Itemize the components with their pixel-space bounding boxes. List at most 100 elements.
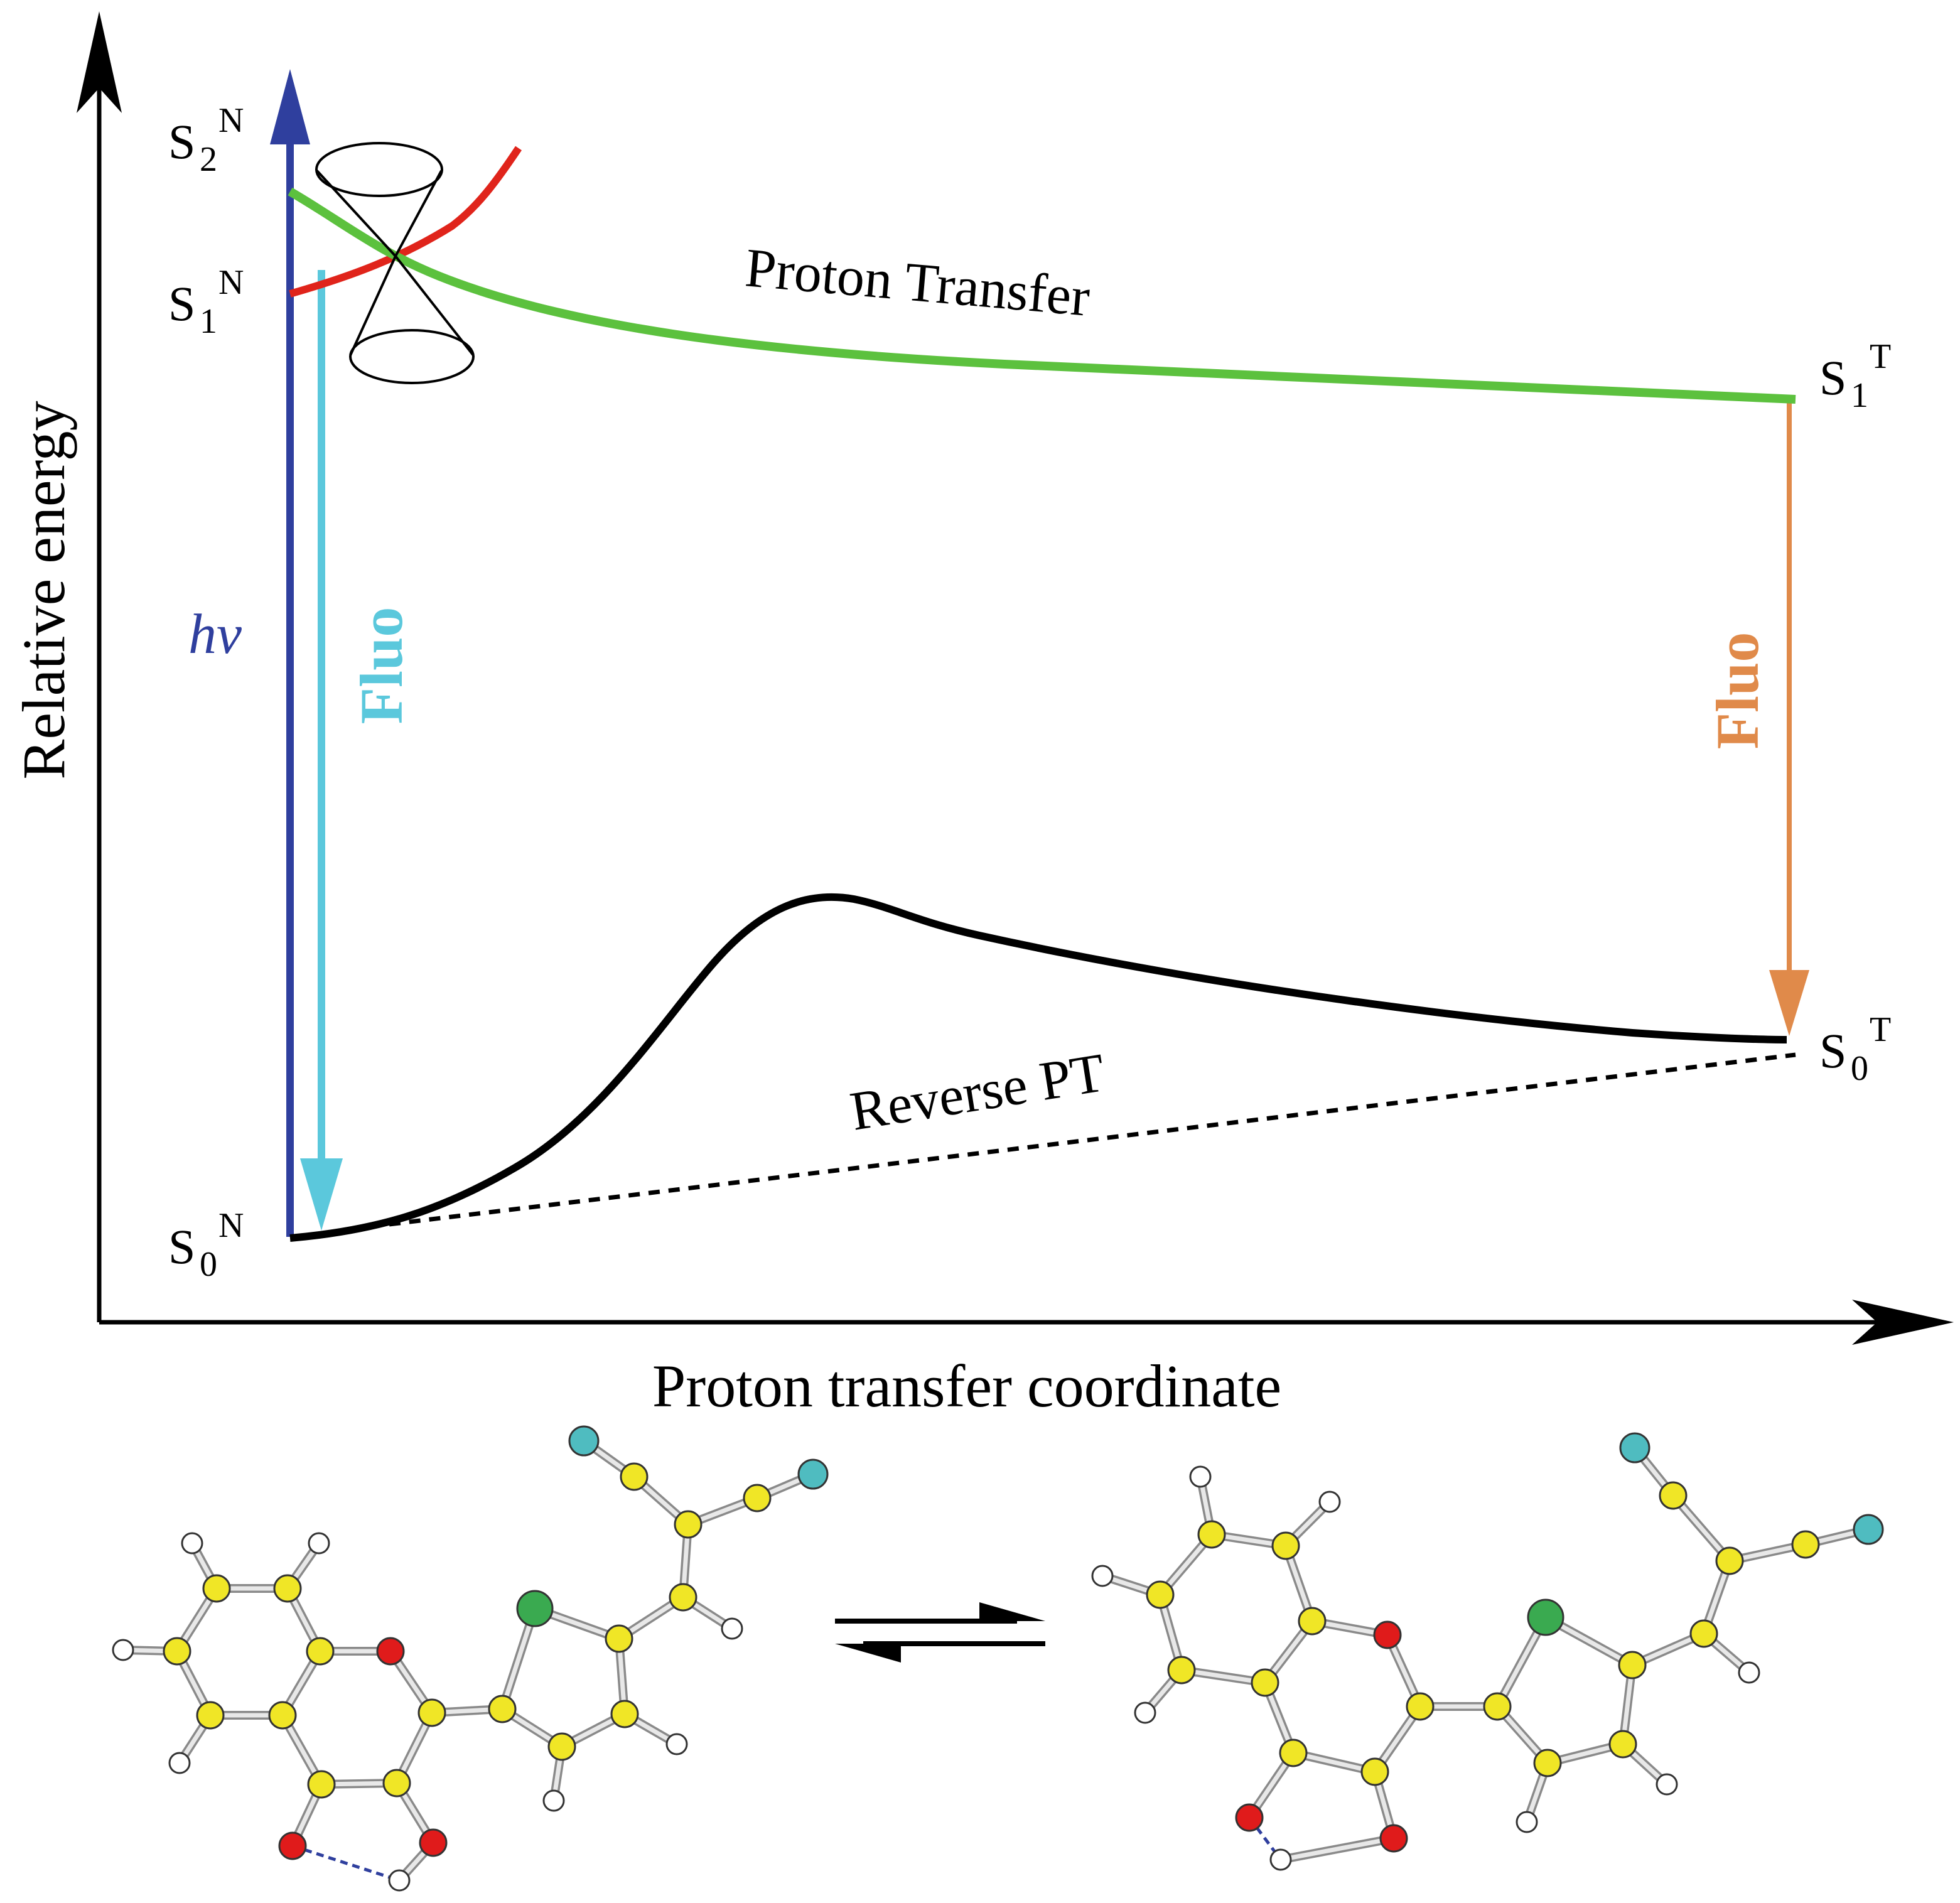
state-label-s2n: S 2 N (168, 101, 244, 179)
svg-text:T: T (1870, 1010, 1891, 1049)
svg-text:2: 2 (200, 140, 217, 179)
carbon-atom (620, 1462, 649, 1491)
molecule-normal-form (112, 1425, 829, 1892)
oxygen-atom (1379, 1824, 1408, 1853)
carbon-atom (1533, 1749, 1562, 1777)
reverse-pt-label: Reverse PT (846, 1042, 1109, 1143)
carbon-atom (1146, 1580, 1175, 1609)
carbon-atom (1618, 1651, 1647, 1679)
carbon-atom (488, 1695, 517, 1723)
s0-surface-curve (289, 893, 1787, 1242)
fluo-tautomer-label: Fluo (1704, 632, 1771, 750)
carbon-atom (605, 1624, 633, 1653)
bond-highlight (1671, 1493, 1732, 1563)
carbon-atom (1271, 1531, 1300, 1560)
carbon-atom (1715, 1546, 1744, 1575)
bond-highlight (1278, 1836, 1396, 1862)
hydrogen-atom (1134, 1701, 1156, 1724)
x-axis-arrowhead (1852, 1300, 1954, 1345)
svg-text:S: S (168, 1219, 195, 1274)
state-label-s0n: S 0 N (168, 1206, 244, 1284)
svg-text:S: S (1819, 350, 1846, 405)
hydrogen-atom (665, 1733, 688, 1755)
carbon-atom (674, 1510, 703, 1539)
hydrogen-atom (721, 1617, 743, 1640)
svg-text:T: T (1870, 337, 1891, 376)
hydrogen-atom (1269, 1848, 1292, 1871)
hydrogen-bond (292, 1844, 400, 1882)
equilibrium-arrows-icon (835, 1602, 1045, 1663)
carbon-atom (743, 1484, 772, 1512)
carbon-atom (1298, 1607, 1327, 1636)
hydrogen-atom (1318, 1491, 1341, 1513)
hydrogen-atom (181, 1532, 203, 1555)
svg-text:S: S (168, 276, 195, 331)
axes (77, 11, 1954, 1345)
s2-surface-curve (289, 146, 522, 298)
carbon-atom (1197, 1520, 1226, 1549)
fluo-tautomer-arrow (1769, 399, 1809, 1036)
oxygen-atom (1235, 1803, 1264, 1832)
nitrogen-atom (1853, 1514, 1884, 1545)
carbon-atom (1608, 1730, 1637, 1759)
svg-text:N: N (218, 1206, 244, 1245)
hydrogen-atom (1091, 1565, 1114, 1587)
molecule-tautomer-form (1091, 1432, 1884, 1871)
carbon-atom (1279, 1739, 1308, 1767)
y-axis-label: Relative energy (10, 401, 77, 779)
hydrogen-atom (1738, 1661, 1760, 1684)
carbon-atom (669, 1583, 697, 1612)
oxygen-atom (376, 1637, 405, 1666)
oxygen-atom (278, 1831, 307, 1860)
x-axis-label: Proton transfer coordinate (652, 1352, 1281, 1420)
oxygen-atom (1373, 1620, 1402, 1649)
conical-intersection-icon (315, 142, 475, 384)
carbon-atom (306, 1637, 335, 1666)
fluo-normal-label: Fluo (348, 607, 415, 725)
hydrogen-atom (308, 1532, 330, 1555)
carbon-atom (1360, 1757, 1389, 1786)
hydrogen-atom (1189, 1465, 1212, 1488)
carbon-atom (1406, 1692, 1435, 1721)
sulfur-atom (1527, 1598, 1564, 1636)
carbon-atom (382, 1769, 411, 1798)
svg-text:0: 0 (1851, 1049, 1868, 1088)
carbon-atom (163, 1637, 191, 1666)
svg-text:S: S (1819, 1023, 1846, 1078)
carbon-atom (1251, 1668, 1279, 1697)
excitation-label: hv (188, 603, 242, 666)
svg-text:N: N (218, 263, 244, 302)
carbon-atom (273, 1574, 302, 1603)
carbon-atom (1791, 1530, 1820, 1559)
carbon-atom (196, 1701, 225, 1730)
state-label-s1n: S 1 N (168, 263, 244, 341)
svg-text:1: 1 (1851, 376, 1868, 415)
hydrogen-atom (1656, 1773, 1678, 1796)
sulfur-atom (516, 1590, 554, 1627)
svg-text:0: 0 (200, 1245, 217, 1284)
carbon-atom (202, 1574, 231, 1603)
fluo-normal-arrow (300, 270, 343, 1231)
carbon-atom (1483, 1692, 1512, 1721)
s1-surface-curve (288, 187, 1796, 404)
svg-text:1: 1 (200, 302, 217, 341)
y-axis-arrowhead (77, 11, 122, 113)
carbon-atom (1659, 1481, 1688, 1510)
nitrogen-atom (797, 1458, 829, 1490)
hydrogen-atom (388, 1869, 411, 1892)
carbon-atom (1689, 1619, 1718, 1648)
nitrogen-atom (568, 1425, 600, 1457)
carbon-atom (307, 1770, 336, 1799)
hydrogen-atom (1516, 1811, 1538, 1833)
nitrogen-atom (1619, 1432, 1650, 1464)
state-label-s0t: S 0 T (1819, 1010, 1891, 1088)
hydrogen-atom (542, 1789, 565, 1812)
svg-text:S: S (168, 114, 195, 169)
svg-text:N: N (218, 101, 244, 140)
reverse-pt-line (389, 1052, 1796, 1227)
oxygen-atom (419, 1828, 448, 1857)
hydrogen-atom (168, 1752, 191, 1774)
carbon-atom (547, 1732, 576, 1761)
carbon-atom (610, 1700, 639, 1728)
